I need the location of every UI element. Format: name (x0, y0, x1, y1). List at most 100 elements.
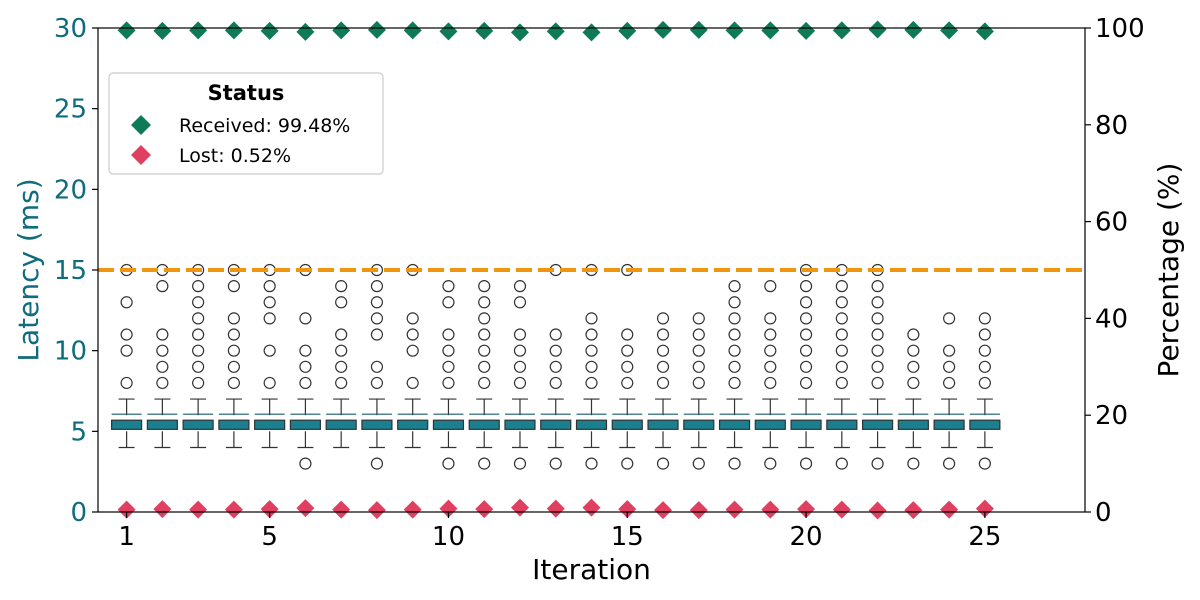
outlier-point (621, 360, 634, 373)
box-plot-8 (361, 398, 393, 449)
outlier-point (513, 328, 527, 341)
outlier-point (478, 344, 491, 357)
outlier-point (370, 296, 384, 309)
legend-frame (108, 72, 384, 175)
lost-marker (797, 500, 816, 519)
outlier-point (871, 312, 884, 325)
x-axis-label: Iteration (532, 553, 651, 586)
box-body (790, 419, 822, 430)
y-left-tick-label: 30 (54, 14, 87, 44)
outlier-point (871, 344, 884, 357)
outlier-point (478, 280, 491, 293)
lost-marker (296, 499, 315, 518)
lost-marker (868, 501, 887, 520)
outlier-point (156, 280, 169, 293)
x-tick-label: 10 (432, 522, 465, 552)
box-body (361, 419, 393, 430)
lost-marker (546, 499, 565, 518)
outlier-point (406, 376, 419, 390)
box-body (647, 419, 679, 430)
outlier-point (478, 457, 491, 470)
y-left-tick-label: 5 (70, 417, 87, 447)
box-plot-19 (754, 398, 786, 449)
outlier-point (943, 457, 956, 470)
outlier-point (835, 296, 848, 309)
outlier-point (406, 312, 419, 325)
received-marker (546, 22, 565, 41)
outlier-point (621, 328, 634, 341)
box-plot-6 (289, 398, 322, 449)
box-body (397, 419, 429, 430)
outlier-point (621, 344, 634, 357)
outlier-point (978, 376, 991, 390)
outlier-point (335, 376, 348, 390)
outlier-point (764, 344, 777, 357)
outlier-point (799, 312, 813, 325)
outlier-point (370, 376, 384, 390)
box-plot-18 (718, 398, 751, 449)
outlier-point (442, 280, 455, 293)
received-marker (940, 21, 959, 40)
lost-marker (618, 500, 637, 519)
outlier-point (406, 328, 419, 341)
lost-marker (510, 498, 529, 517)
box-body (146, 419, 178, 430)
outlier-point (871, 296, 884, 309)
outlier-point (799, 376, 813, 390)
outlier-point (263, 296, 276, 309)
outlier-point (764, 312, 777, 325)
x-tick-label: 20 (790, 522, 823, 552)
box-plot-21 (826, 398, 858, 449)
outlier-point (585, 457, 598, 470)
x-tick-label: 1 (118, 522, 135, 552)
box-plot-17 (683, 398, 715, 449)
outlier-point (442, 457, 455, 470)
outlier-point (656, 344, 670, 357)
outlier-point (585, 360, 598, 373)
outlier-point (799, 457, 813, 470)
outlier-point (406, 344, 419, 357)
outlier-point (764, 360, 777, 373)
outlier-point (656, 328, 670, 341)
outlier-point (907, 328, 920, 341)
received-marker (332, 21, 351, 40)
box-body (218, 419, 250, 430)
outlier-point (943, 360, 956, 373)
outlier-point (656, 376, 670, 390)
lost-marker (439, 499, 458, 518)
lost-marker (153, 500, 172, 519)
outlier-point (478, 376, 491, 390)
received-marker (761, 21, 780, 40)
y-left-tick-label: 25 (54, 95, 87, 125)
received-marker (618, 21, 637, 40)
box-body (754, 419, 786, 430)
outlier-point (513, 296, 527, 309)
box-plot-5 (254, 398, 286, 449)
box-body (718, 419, 751, 430)
outlier-point (370, 328, 384, 341)
outlier-point (513, 457, 527, 470)
outlier-point (335, 296, 348, 309)
y-right-tick-label: 40 (1095, 304, 1128, 334)
outlier-point (299, 312, 312, 325)
lost-marker (189, 500, 208, 519)
outlier-point (478, 328, 491, 341)
box-body (182, 419, 214, 430)
received-marker (904, 20, 923, 39)
box-plot-14 (575, 398, 608, 449)
outlier-point (728, 360, 741, 373)
outlier-point (192, 296, 205, 309)
outlier-point (478, 312, 491, 325)
box-plot-9 (397, 398, 429, 449)
y-left-tick-label: 20 (54, 175, 87, 205)
received-marker (725, 21, 744, 40)
legend-received-marker (131, 115, 151, 135)
outlier-point (907, 457, 920, 470)
box-plot-24 (933, 398, 965, 449)
outlier-point (692, 328, 705, 341)
outlier-point (442, 360, 455, 373)
outlier-point (335, 360, 348, 373)
box-body (468, 419, 500, 430)
outlier-point (871, 376, 884, 390)
outlier-point (335, 328, 348, 341)
